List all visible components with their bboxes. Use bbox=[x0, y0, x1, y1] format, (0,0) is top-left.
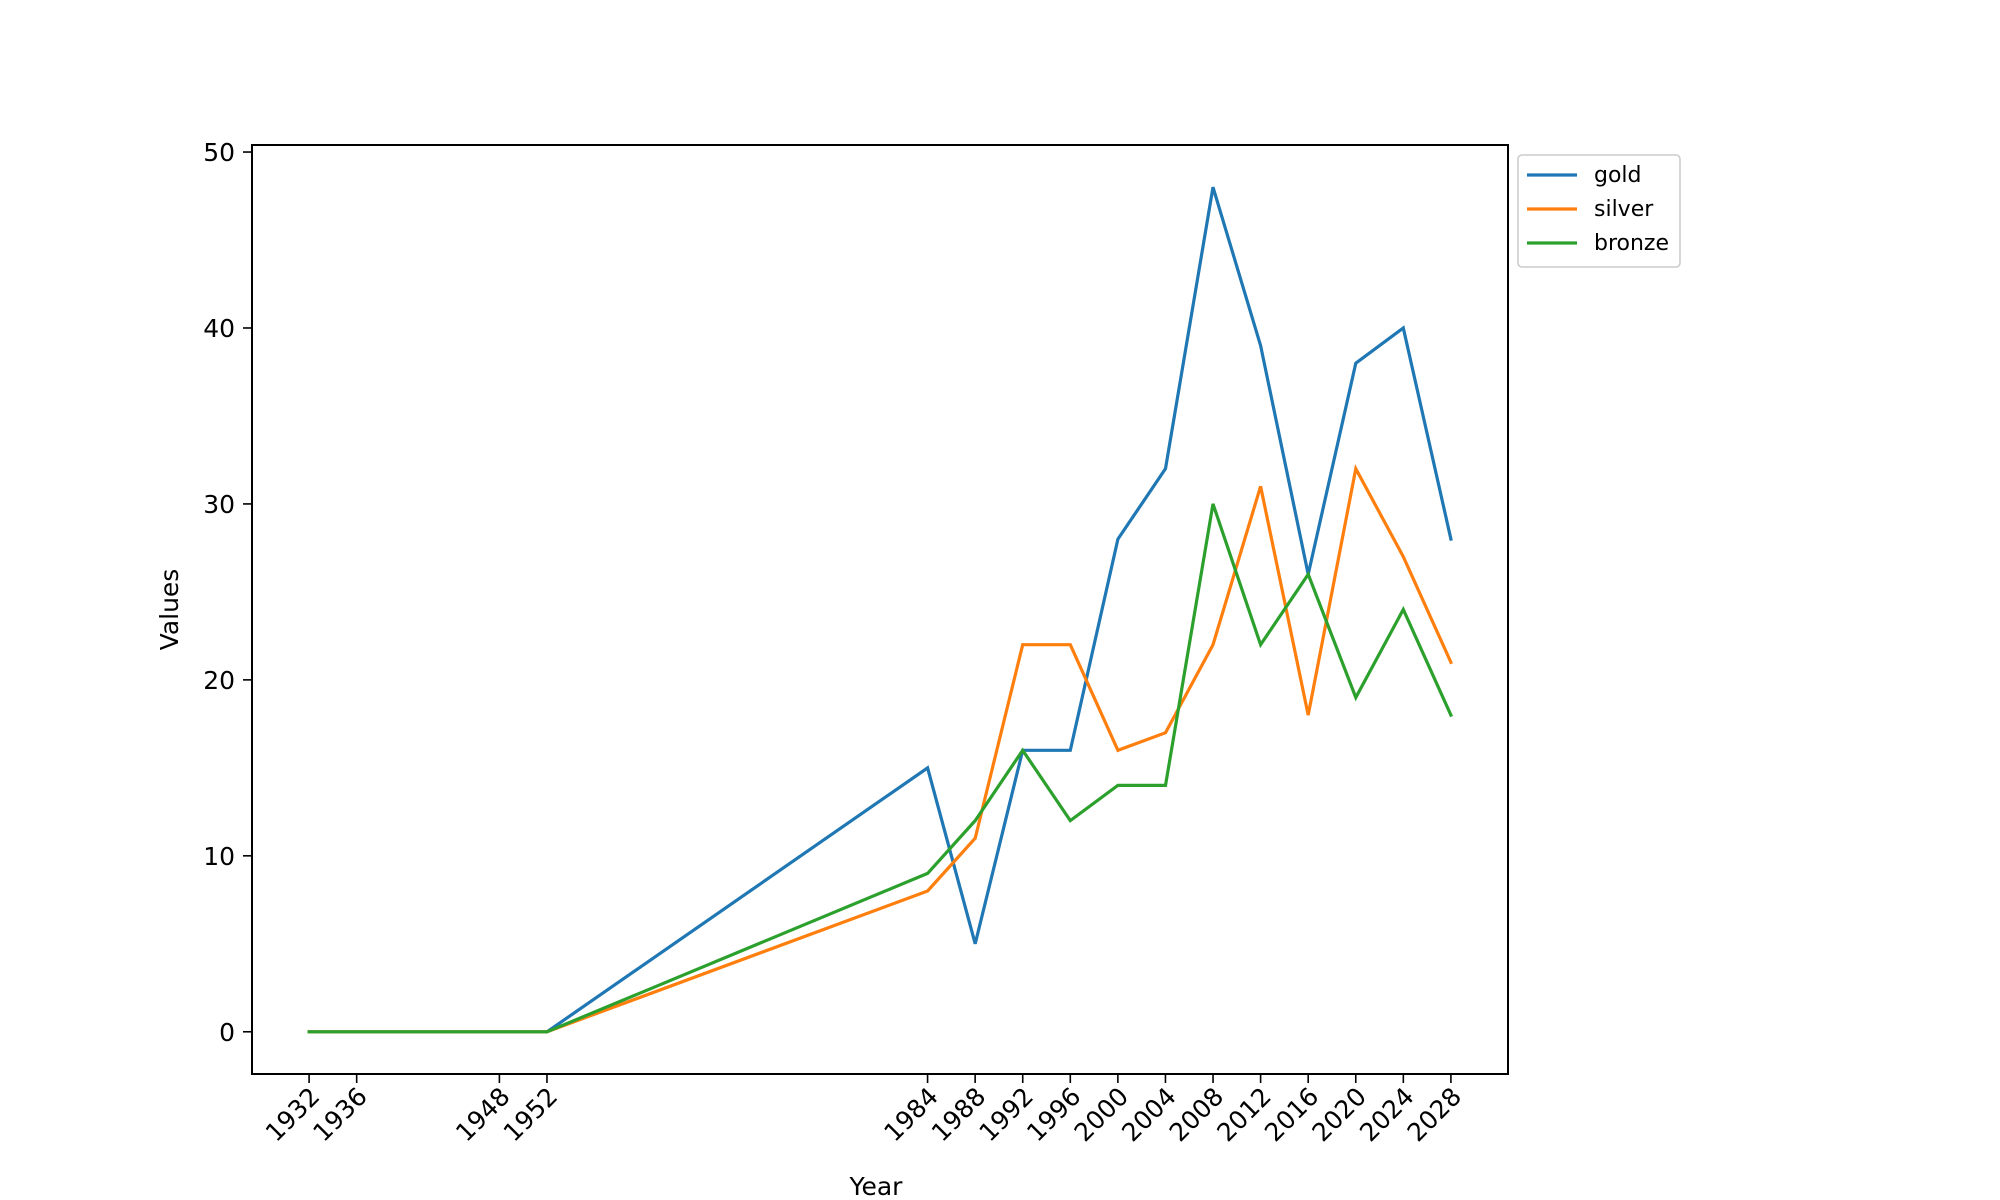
y-tick-label: 30 bbox=[203, 490, 235, 519]
y-axis: 0 10 20 30 40 50 bbox=[203, 138, 252, 1047]
series-line-bronze bbox=[307, 503, 1454, 1034]
y-tick-label: 40 bbox=[203, 314, 235, 343]
plot-frame bbox=[251, 144, 1509, 1075]
y-tick-label: 0 bbox=[219, 1018, 235, 1047]
legend-label-silver: silver bbox=[1594, 197, 1654, 222]
y-axis-label: Values bbox=[155, 569, 184, 651]
legend-box bbox=[1517, 154, 1681, 268]
y-tick-label: 50 bbox=[203, 138, 235, 167]
legend-label-gold: gold bbox=[1594, 163, 1642, 188]
legend-label-bronze: bronze bbox=[1594, 231, 1669, 256]
series-layer bbox=[307, 186, 1454, 1034]
y-tick-label: 20 bbox=[203, 666, 235, 695]
x-axis-label: Year bbox=[849, 1172, 904, 1200]
y-tick-label: 10 bbox=[203, 842, 235, 871]
legend: gold silver bronze bbox=[1517, 154, 1681, 268]
